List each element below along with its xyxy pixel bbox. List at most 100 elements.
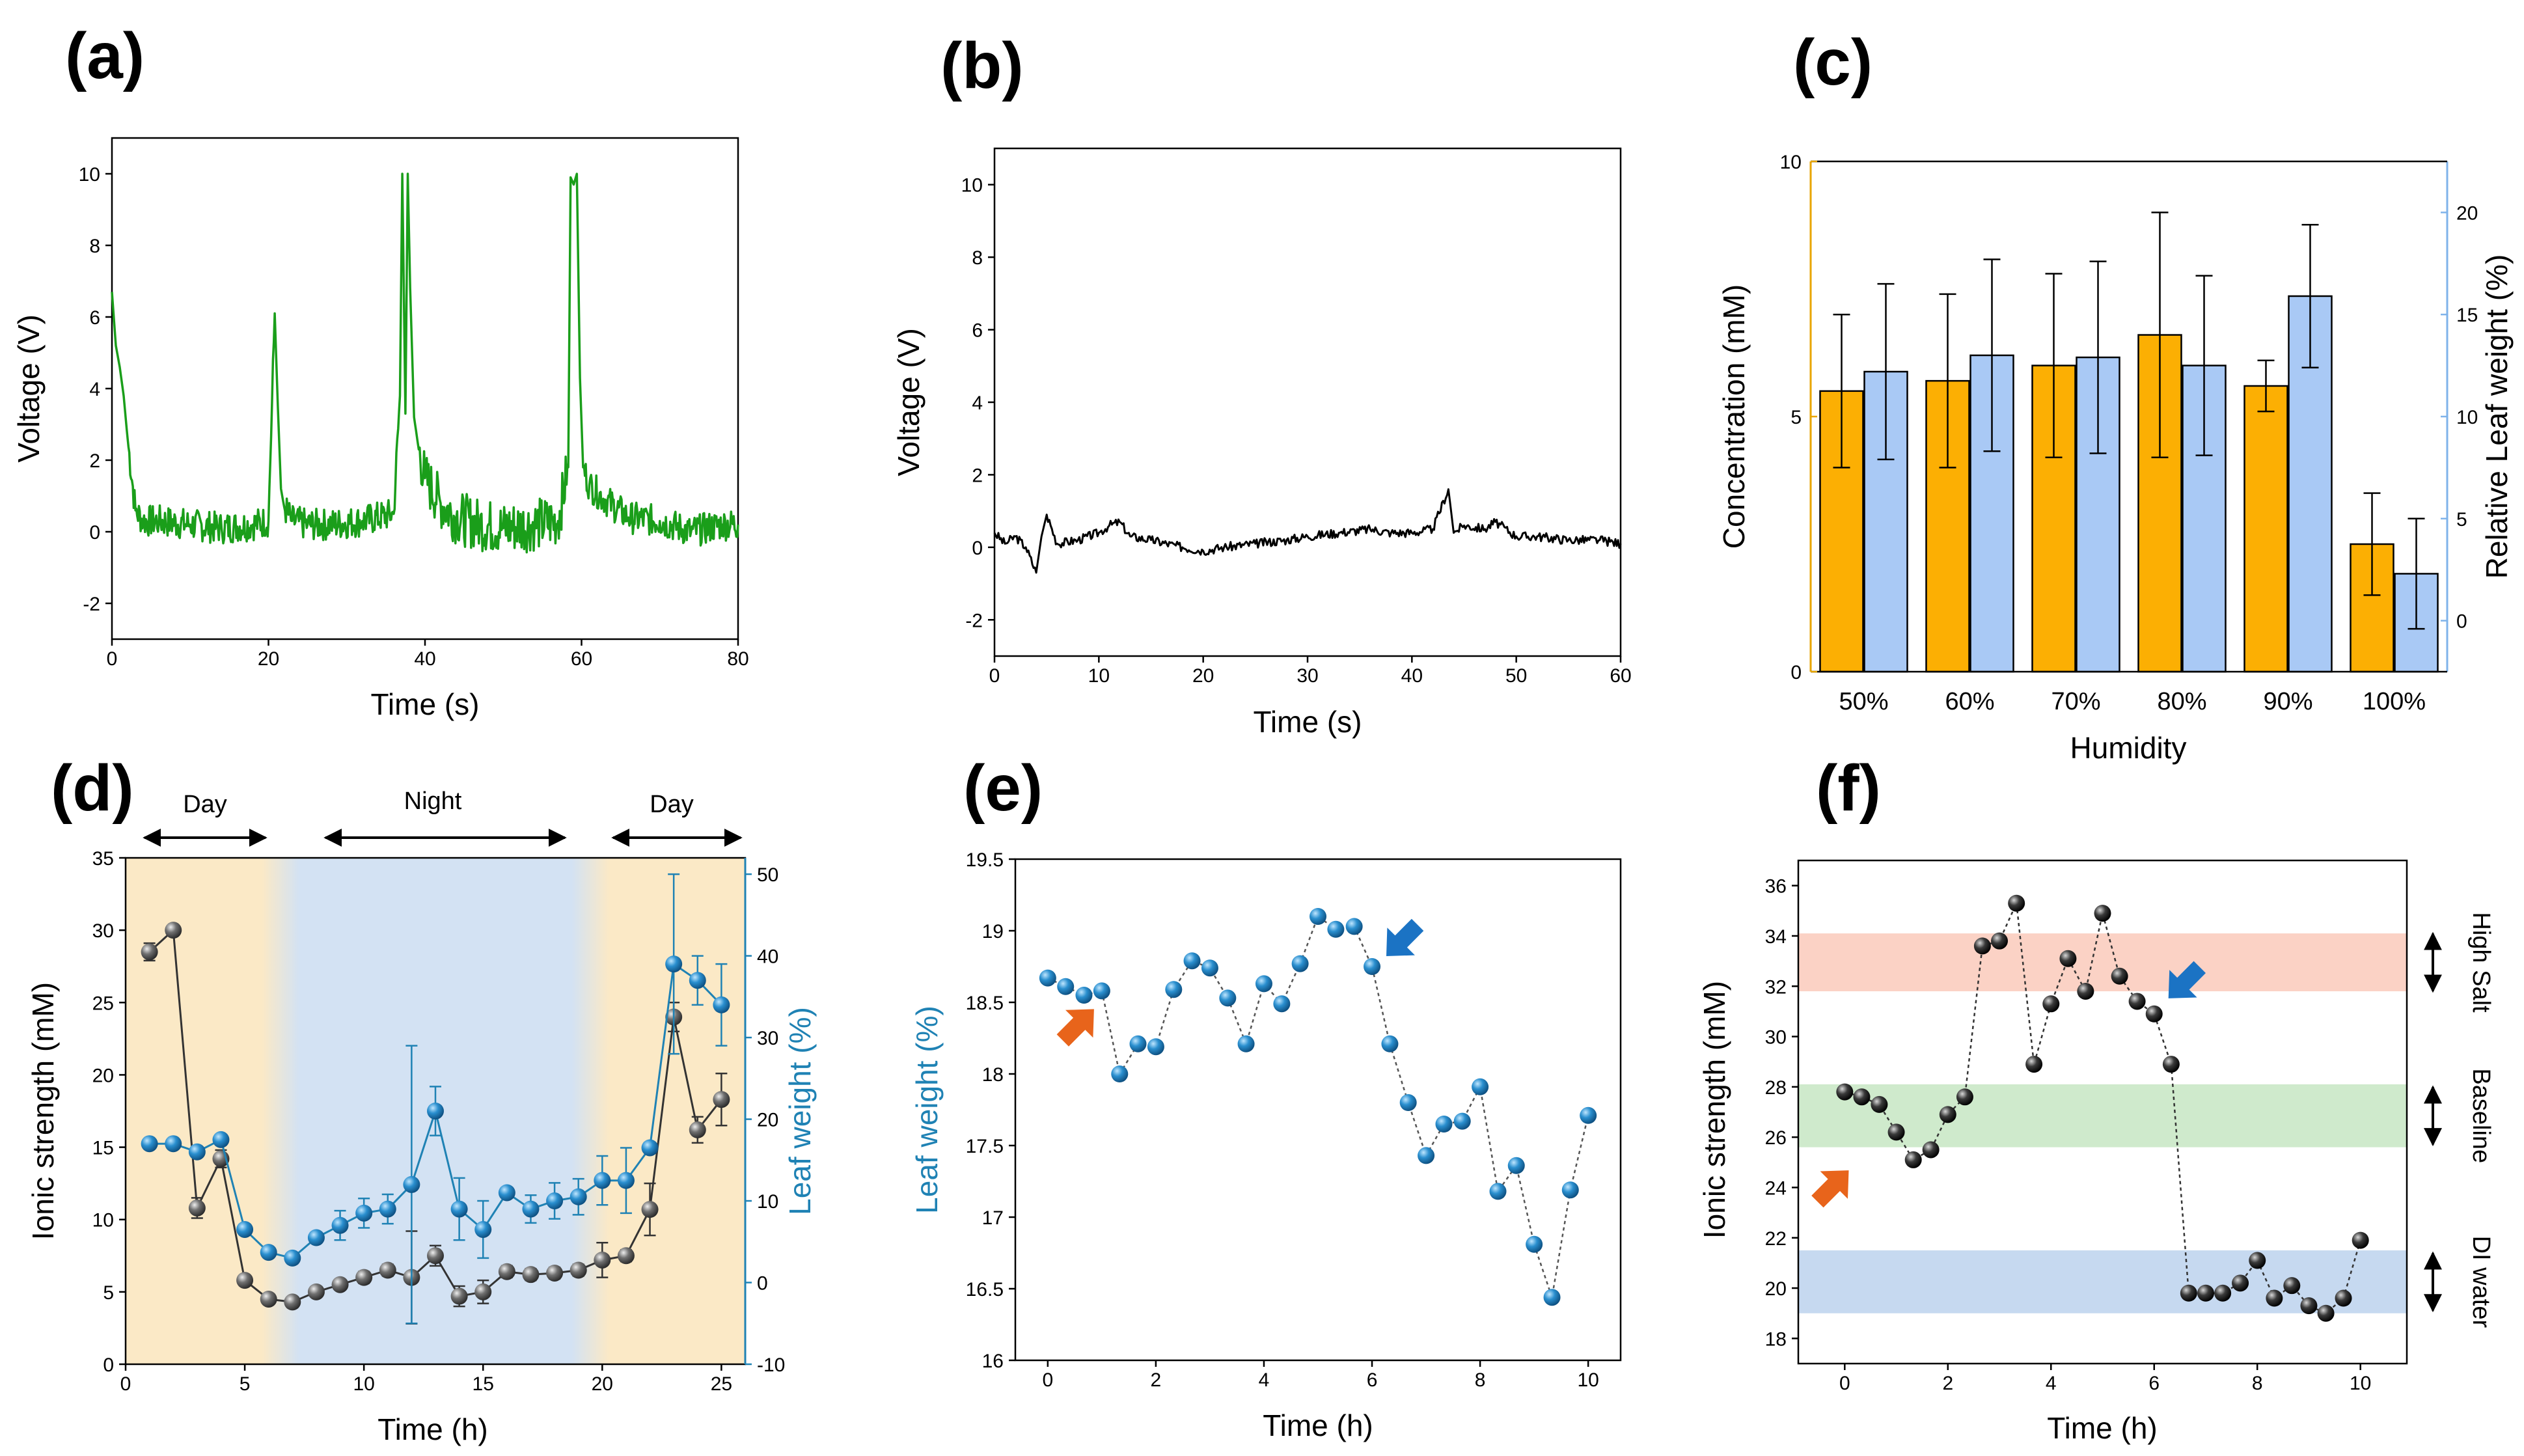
leaf-weight-point: [522, 1200, 540, 1218]
y-tick-label: 18: [982, 1064, 1004, 1086]
leaf-weight-point: [1165, 981, 1183, 998]
ionic-strength-point: [641, 1201, 659, 1218]
x-tick-label: 4: [1259, 1369, 1270, 1391]
ionic-strength-point: [1991, 932, 2009, 950]
voltage-line-b: [993, 488, 1622, 574]
y-tick-label: 2: [972, 465, 983, 486]
ionic-strength-point: [188, 1199, 206, 1216]
panel-label-c: (c): [1793, 26, 1872, 99]
leaf-weight-point: [379, 1200, 396, 1218]
ionic-strength-point: [355, 1269, 373, 1286]
y-tick-label: 6: [89, 307, 100, 329]
leaf-weight-point: [331, 1216, 349, 1234]
x-tick-label: 30: [1296, 665, 1318, 687]
leaf-weight-point: [284, 1249, 301, 1267]
orange-arrow: [1056, 1009, 1094, 1047]
ionic-strength-point: [236, 1272, 254, 1289]
leaf-weight-point: [188, 1143, 206, 1161]
y-tick-label: 28: [1765, 1077, 1787, 1099]
chart-b: 0 10 20 30 40 50 60 -2 0 2 4 6 8 10 Time (s) Voltage …: [892, 147, 1632, 739]
blue-arrow: [1386, 918, 1424, 956]
y-axis-label-f: Ionic strength (mM): [1697, 981, 1731, 1239]
ionic-strength-point: [498, 1263, 515, 1280]
category-label: 70%: [2051, 688, 2100, 715]
leaf-weight-point: [1255, 975, 1272, 993]
leaf-weight-point: [1364, 958, 1381, 975]
x-tick-label: 80: [727, 648, 748, 670]
x-tick-label: 25: [711, 1373, 732, 1395]
x-tick-label: 0: [1839, 1373, 1850, 1394]
x-tick-label: 6: [1367, 1369, 1378, 1391]
ionic-strength-point: [2249, 1252, 2266, 1269]
ionic-strength-point: [569, 1261, 587, 1279]
leaf-weight-point: [1039, 969, 1056, 987]
band-baseline: [1798, 1084, 2407, 1147]
y-tick-label: 2: [89, 450, 100, 472]
leaf-weight-point: [427, 1103, 444, 1119]
y-tick-label: 16: [982, 1351, 1004, 1372]
night-label: Night: [404, 788, 462, 815]
x-tick-label: 2: [1151, 1369, 1162, 1391]
leaf-weight-point: [403, 1175, 420, 1193]
y-tick-label: 34: [1765, 926, 1787, 948]
leaf-weight-point: [1472, 1078, 1489, 1095]
y-tick-label: 19.5: [966, 849, 1004, 871]
ionic-strength-point: [2197, 1284, 2214, 1302]
leaf-weight-point: [1273, 995, 1291, 1013]
y-tick-label: 30: [1765, 1027, 1787, 1049]
category-label: 80%: [2157, 688, 2206, 715]
y-tick-label: -2: [965, 610, 983, 631]
leaf-weight-point: [236, 1220, 254, 1238]
x-tick-label: 20: [1192, 665, 1214, 687]
panel-label-d: (d): [51, 752, 134, 825]
y-tick-label: 0: [1790, 662, 1802, 683]
ionic-strength-point: [1939, 1106, 1956, 1123]
y-tick-label: 20: [92, 1065, 114, 1086]
leaf-weight-point: [355, 1204, 373, 1222]
ionic-strength-point: [2042, 995, 2060, 1013]
x-tick-label: 0: [989, 665, 1000, 687]
band-label: Baseline: [2467, 1068, 2495, 1163]
leaf-weight-point: [474, 1220, 492, 1238]
y-tick-label: 8: [972, 247, 983, 269]
y2-axis-label-c: Relative Leaf weight (%): [2480, 254, 2514, 579]
chart-e: 0 2 4 6 8 10 16 16.5 17 17.5 18 18.5 19 19.5 Time (h)…: [910, 849, 1622, 1442]
y-axis-label-c: Concentration (mM): [1717, 284, 1751, 549]
leaf-weight-point: [1310, 908, 1326, 925]
ionic-strength-point: [1904, 1151, 1922, 1168]
ionic-strength-point: [2214, 1284, 2232, 1302]
ionic-strength-point: [307, 1283, 325, 1300]
x-tick-label: 0: [120, 1373, 131, 1395]
x-tick-label: 15: [473, 1373, 494, 1395]
x-tick-label: 10: [353, 1373, 374, 1395]
x-tick-label: 10: [1577, 1369, 1598, 1391]
y2-tick-label: 5: [2456, 509, 2467, 530]
ionic-strength-point: [2145, 1005, 2163, 1023]
ionic-strength-point: [2008, 894, 2025, 912]
y2-tick-label: 10: [2456, 407, 2478, 428]
y-tick-label: 17: [982, 1207, 1004, 1229]
leaf-weight-point: [713, 996, 730, 1013]
y-tick-label: 10: [79, 164, 100, 185]
ionic-strength-point: [2094, 905, 2111, 922]
y-tick-label: 17.5: [966, 1136, 1004, 1157]
leaf-weight-point: [450, 1200, 468, 1218]
y-tick-label: 24: [1765, 1177, 1787, 1199]
x-tick-label: 50: [1505, 665, 1527, 687]
ionic-strength-point: [617, 1247, 635, 1265]
y-axis-label-a: Voltage (V): [12, 314, 46, 463]
leaf-weight-point: [1526, 1235, 1543, 1253]
leaf-weight-point: [141, 1135, 158, 1153]
y-tick-label: 26: [1765, 1127, 1787, 1149]
band-high-salt: [1798, 933, 2407, 991]
y2-tick-label: 0: [2456, 611, 2467, 633]
leaf-weight-point: [307, 1229, 325, 1246]
y-tick-label: 0: [89, 522, 100, 543]
ionic-strength-point: [2128, 993, 2146, 1010]
x-tick-label: 40: [414, 648, 435, 670]
category-label: 90%: [2263, 688, 2312, 715]
y-tick-label: 10: [92, 1210, 114, 1231]
leaf-weight-point: [617, 1172, 635, 1189]
ionic-strength-point: [141, 943, 158, 961]
